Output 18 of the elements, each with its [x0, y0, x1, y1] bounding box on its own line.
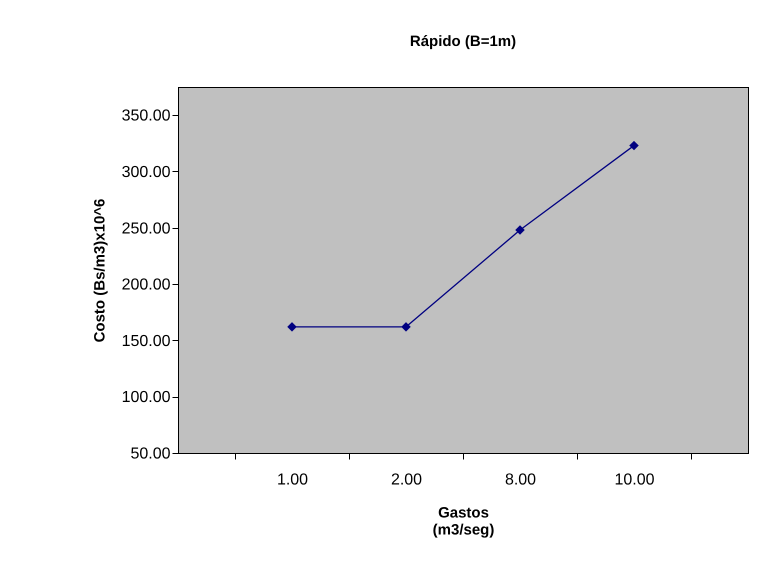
x-tick-label: 1.00 — [276, 472, 308, 488]
y-tick-label: 50.00 — [130, 446, 171, 462]
point — [287, 322, 297, 332]
x-tick-label: 8.00 — [504, 472, 536, 488]
y-tick-label: 200.00 — [122, 276, 171, 294]
x-axis-title: Gastos (m3/seg) — [432, 504, 494, 538]
chart-title: Rápido (B=1m) — [410, 33, 516, 50]
y-axis-title: Costo (Bs/m3)x10^6 — [92, 198, 109, 342]
x-tick-label: 10.00 — [614, 472, 655, 488]
x-tick-label: 2.00 — [390, 472, 422, 488]
y-tick-label: 250.00 — [122, 220, 171, 238]
y-tick-label: 100.00 — [122, 389, 171, 406]
y-tick-label: 150.00 — [122, 332, 171, 350]
y-tick-label: 350.00 — [122, 108, 171, 125]
point — [401, 322, 411, 332]
y-tick-label: 300.00 — [122, 164, 171, 181]
point — [515, 225, 525, 235]
point — [629, 140, 639, 150]
